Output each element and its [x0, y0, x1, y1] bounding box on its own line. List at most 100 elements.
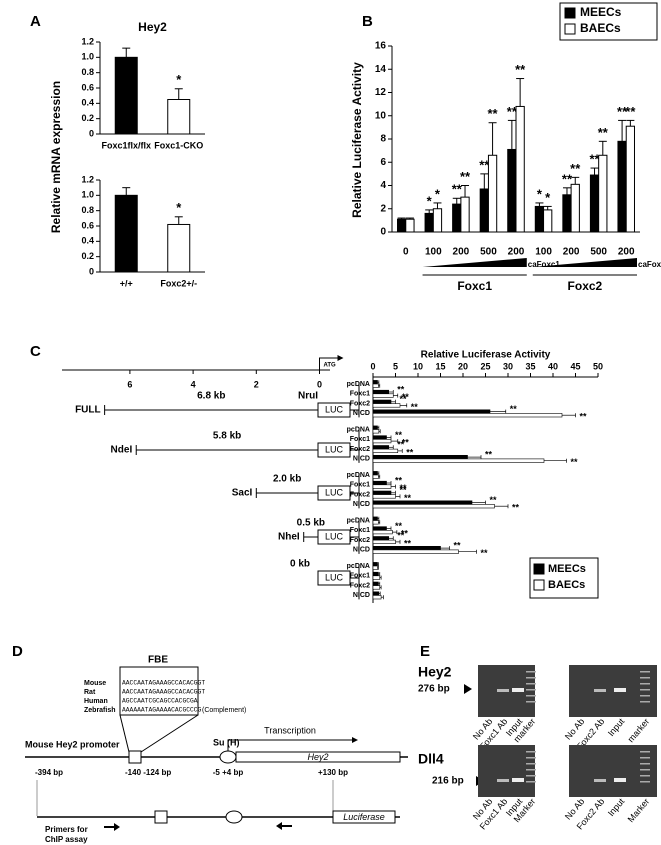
y-tick-label: 0.4	[81, 236, 94, 246]
y-tick-label: 8	[380, 134, 386, 145]
error-bar	[425, 209, 434, 214]
error-bar	[377, 380, 380, 385]
bar	[372, 504, 495, 509]
y-tick-label: NICD	[353, 410, 370, 417]
zoom-right	[140, 714, 199, 753]
significance: **	[507, 104, 518, 119]
significance: **	[570, 161, 581, 176]
error-bar	[388, 536, 394, 541]
bar	[372, 562, 378, 567]
y-tick-label: pcDNA	[347, 517, 370, 524]
primer-forward	[104, 823, 120, 831]
error-bar	[461, 185, 470, 198]
error-bar	[386, 435, 392, 440]
ramp-label: caFoxc2	[638, 260, 661, 269]
error-bar	[378, 383, 381, 388]
construct-length: 0 kb	[290, 559, 310, 570]
construct-length: 0.5 kb	[297, 518, 325, 529]
error-bar	[562, 413, 576, 418]
bar	[372, 435, 387, 440]
error-bar	[535, 202, 544, 207]
group-label: Foxc1	[457, 279, 492, 293]
error-bar	[458, 549, 477, 554]
band	[614, 778, 626, 782]
significance: **	[400, 485, 408, 495]
x-tick-label: 20	[458, 361, 468, 371]
marker-band	[526, 757, 536, 759]
species: Zebrafish	[84, 707, 116, 714]
significance: **	[401, 528, 409, 538]
error-bar	[397, 217, 406, 220]
complement: (Complement)	[202, 707, 246, 714]
bar	[589, 174, 600, 233]
error-bar	[618, 119, 627, 142]
marker-band	[640, 695, 650, 697]
gene-label: Hey2	[307, 752, 328, 762]
marker-band	[640, 757, 650, 759]
marker-band	[526, 769, 536, 771]
band	[614, 688, 626, 692]
marker-band	[526, 775, 536, 777]
size-label: 216 bp	[432, 776, 464, 787]
y-tick-label: Foxc1	[350, 527, 370, 534]
y-tick-label: 1.2	[81, 36, 94, 46]
marker-band	[640, 781, 650, 783]
bar	[372, 494, 396, 499]
error-bar	[400, 403, 408, 408]
error-bar	[378, 572, 381, 576]
scale-label: 2	[254, 379, 259, 389]
error-bar	[516, 78, 525, 107]
panel-label: A	[30, 13, 41, 30]
x-tick-label: 0	[403, 247, 409, 258]
x-tick-label: 500	[480, 247, 497, 258]
marker-band	[526, 751, 536, 753]
significance: **	[589, 152, 600, 167]
x-tick-label: 5	[393, 361, 398, 371]
primer-reverse	[276, 822, 292, 830]
transcription-label: Transcription	[264, 725, 316, 735]
bar	[507, 148, 517, 233]
band	[497, 689, 509, 692]
significance: **	[454, 540, 462, 550]
bar	[372, 429, 380, 434]
x-tick-label: 35	[525, 361, 535, 371]
y-tick-label: 0	[89, 266, 94, 276]
bar	[372, 549, 459, 554]
construct-name: FULL	[75, 405, 101, 416]
marker-band	[526, 671, 536, 673]
y-tick-label: 0	[380, 227, 386, 238]
marker-band	[640, 677, 650, 679]
band	[512, 688, 524, 692]
arrow-head	[352, 737, 358, 743]
band	[594, 689, 606, 692]
x-tick-label: 200	[563, 247, 580, 258]
bar	[598, 154, 608, 233]
significance: **	[481, 548, 489, 558]
bar	[372, 565, 378, 570]
y-tick-label: NICD	[353, 592, 370, 599]
y-axis-title: Relative mRNA expression	[49, 81, 63, 233]
y-tick-label: pcDNA	[347, 472, 370, 479]
y-tick-label: 0.2	[81, 251, 94, 261]
error-bar	[381, 595, 384, 600]
reporter-label: LUC	[325, 572, 344, 582]
bar	[372, 389, 390, 395]
significance: *	[537, 186, 543, 201]
reporter-label: LUC	[325, 404, 344, 414]
suh-site	[225, 810, 243, 824]
panel-label: E	[420, 643, 430, 660]
band	[497, 779, 509, 782]
fbe-site	[154, 810, 168, 824]
ramp-label: caFoxc1	[528, 260, 561, 269]
marker-band	[526, 689, 536, 691]
error-bar	[386, 526, 392, 531]
error-bar	[378, 591, 381, 596]
significance: **	[598, 125, 609, 140]
bar	[570, 183, 580, 233]
x-tick-label: Foxc1flx/flx	[101, 140, 151, 150]
primer-label: Primers for	[45, 825, 88, 834]
x-tick-label: 100	[425, 247, 442, 258]
site-label: NruI	[298, 391, 318, 402]
significance: **	[562, 171, 573, 186]
